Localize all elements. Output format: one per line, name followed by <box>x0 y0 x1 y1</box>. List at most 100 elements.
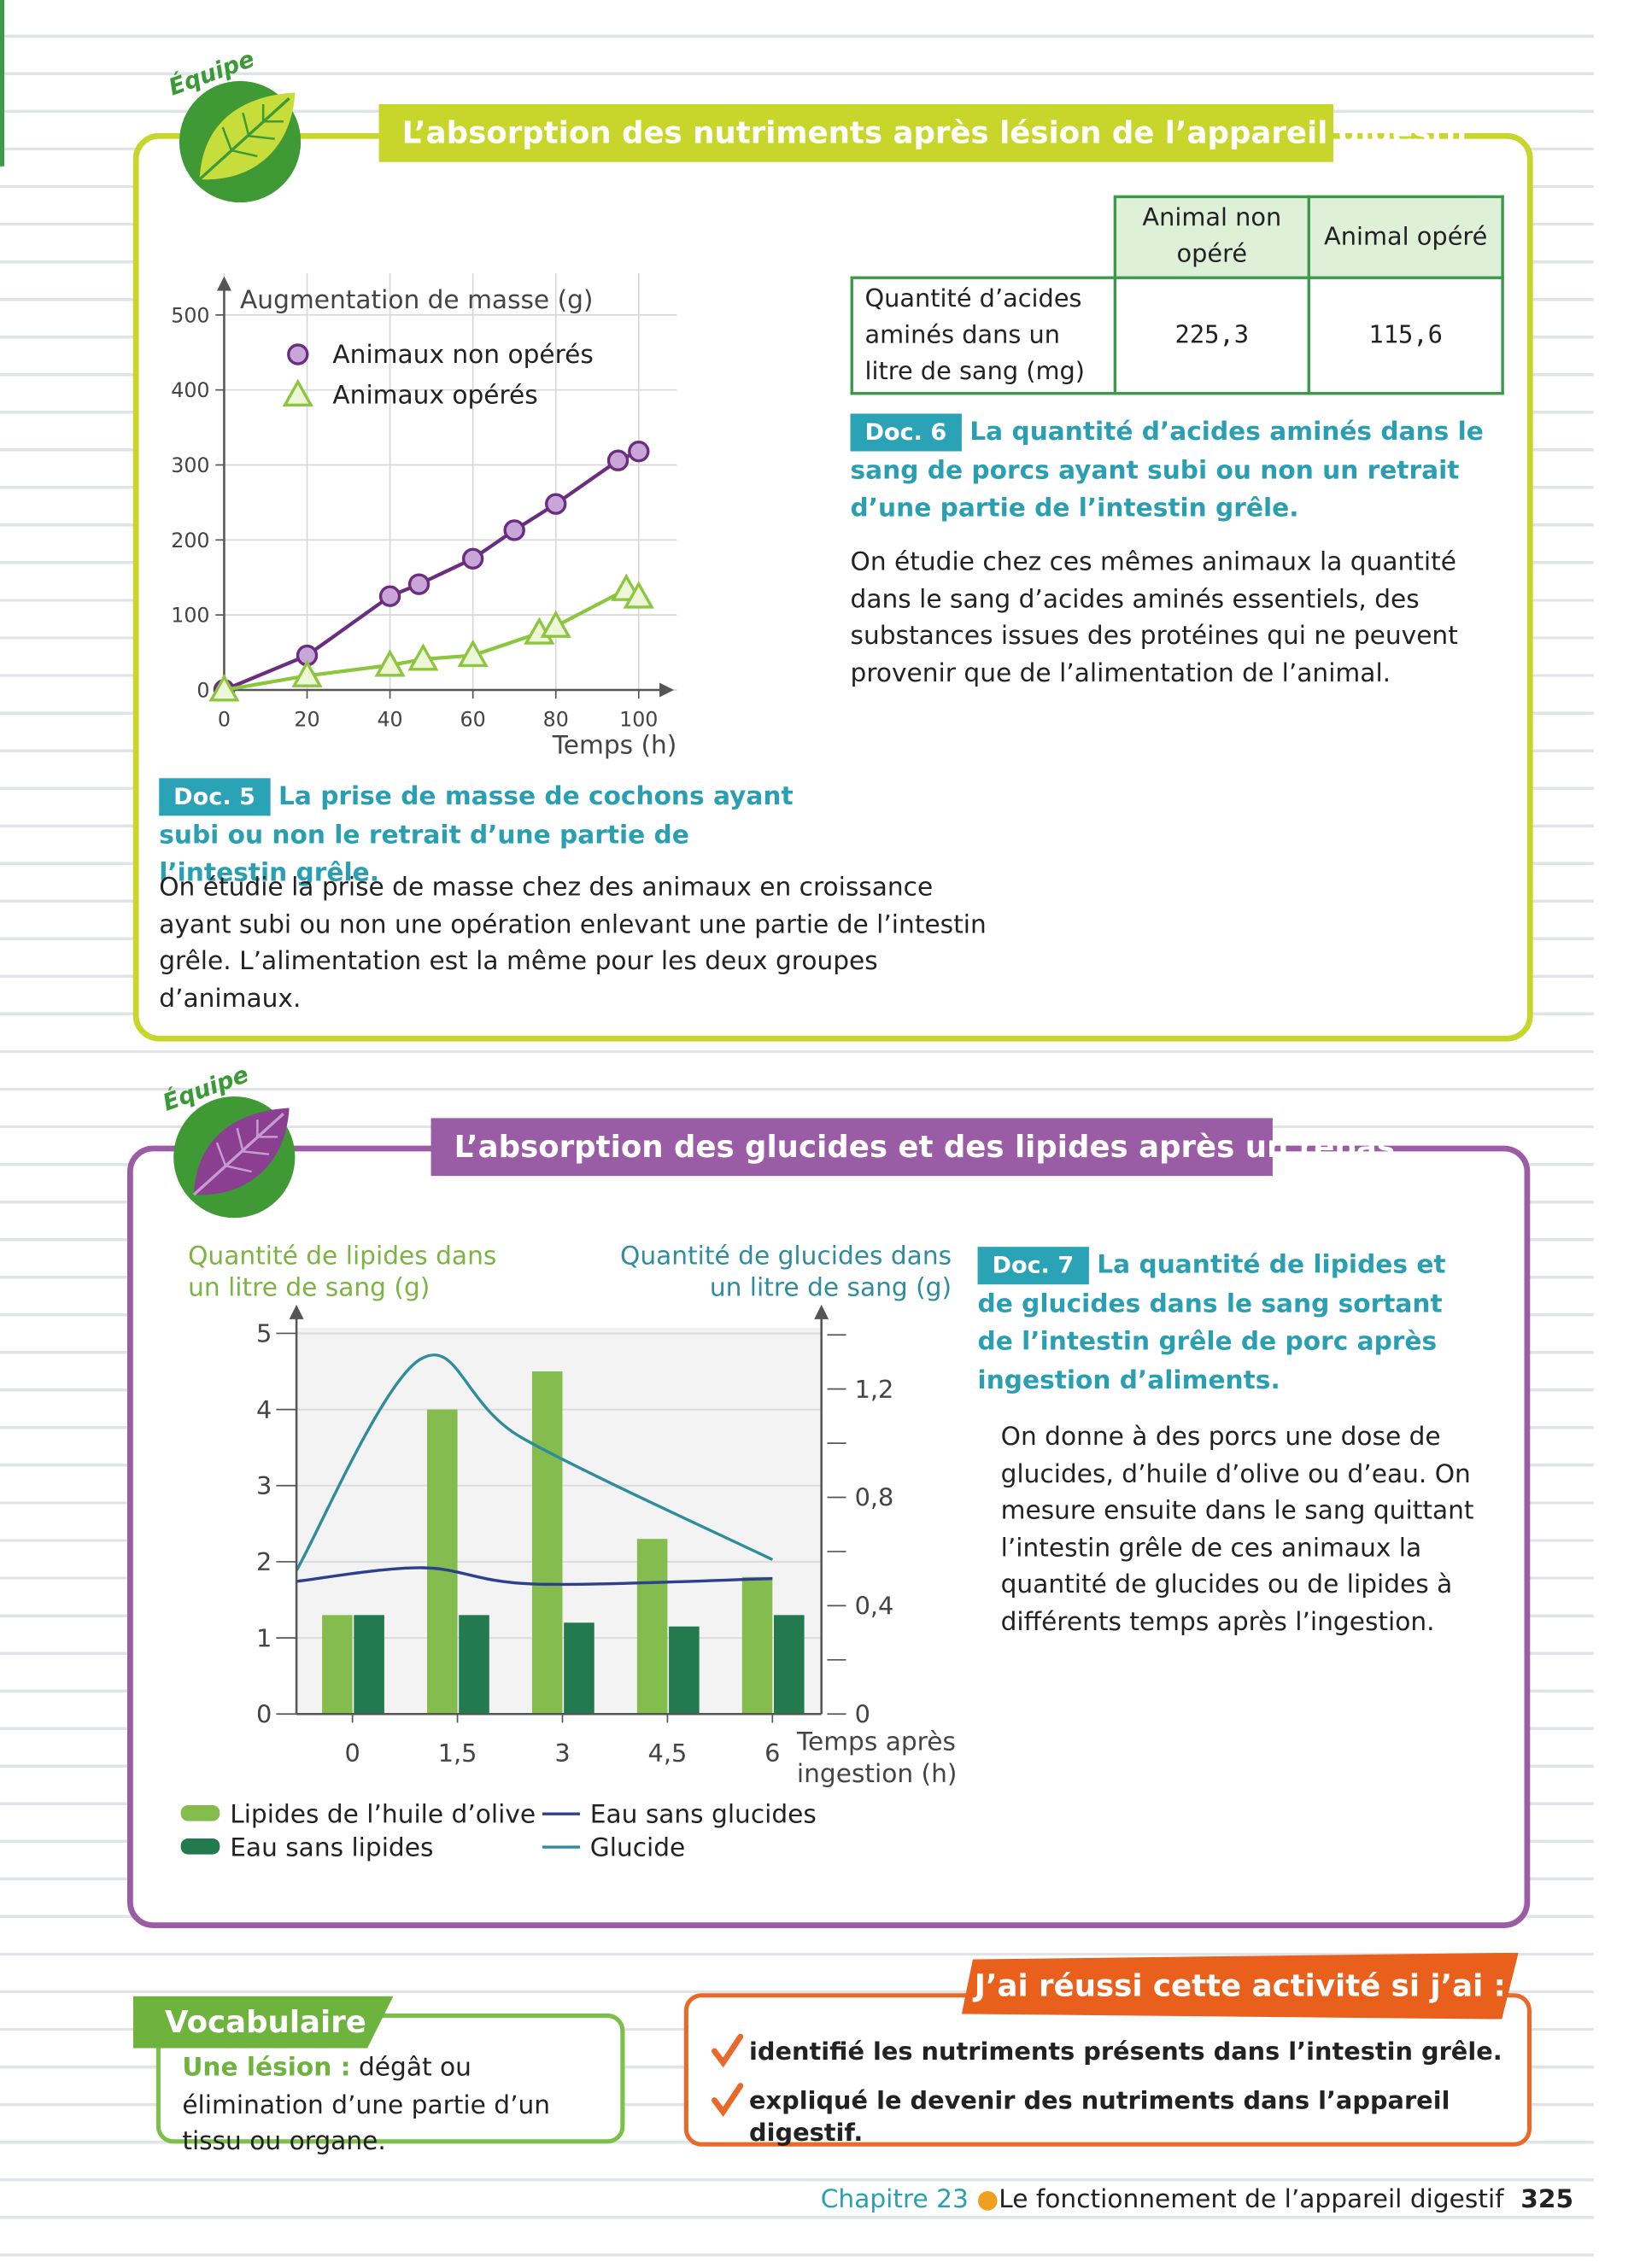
x-tick-label: 20 <box>294 707 319 731</box>
bar <box>354 1615 384 1715</box>
x-axis-title: Temps (h) <box>552 730 677 760</box>
axis-arrow <box>216 276 231 291</box>
x-tick-label: 100 <box>619 707 658 731</box>
y-tick-label: 500 <box>171 303 209 327</box>
y-tick-label: 100 <box>171 604 209 628</box>
y-tick-label: 5 <box>256 1319 272 1348</box>
bar <box>427 1409 458 1715</box>
x-tick-label: 3 <box>554 1739 570 1768</box>
footer-chapter: Chapitre 23 <box>820 2185 969 2215</box>
series-line <box>295 1353 774 1572</box>
bar <box>636 1539 668 1715</box>
legend-label: Eau sans glucides <box>590 1798 817 1828</box>
axis-arrow <box>659 682 674 698</box>
x-tick-label: 80 <box>543 707 569 731</box>
bar <box>322 1615 353 1715</box>
marker <box>282 378 313 406</box>
axis-arrow <box>289 1304 304 1319</box>
marker <box>291 659 323 687</box>
y-tick-label: 400 <box>171 378 209 402</box>
doc-caption-block: Doc. 6 La quantité d’acides aminés dans l… <box>850 413 1508 529</box>
x-tick-label: 60 <box>460 707 486 731</box>
checklist-item: identifié les nutriments présents dans l… <box>749 2037 1502 2067</box>
x-tick-label: 6 <box>764 1739 780 1768</box>
legend-swatch <box>180 1804 220 1821</box>
team-icon <box>173 1096 296 1219</box>
x-tick-label: 0 <box>344 1739 360 1768</box>
margin-bar <box>0 0 5 167</box>
marker <box>378 585 401 607</box>
y2-tick-label: 0,4 <box>855 1592 894 1621</box>
y-tick-label: 200 <box>171 529 209 552</box>
checklist-title: J’ai réussi cette activité si j’ai : <box>961 1952 1519 2020</box>
x-tick-label: 0 <box>218 707 231 731</box>
bar <box>531 1371 563 1715</box>
legend-label: Glucide <box>590 1832 685 1862</box>
row-label: Quantité d’acides aminés dans un litre d… <box>850 276 1117 395</box>
doc-caption-block: Doc. 7 La quantité de lipides et de gluci… <box>977 1247 1462 1400</box>
doc-tag: Doc. 7 <box>977 1247 1089 1285</box>
y-tick-label: 2 <box>256 1547 272 1576</box>
section-title: L’absorption des nutriments après lésion… <box>378 103 1469 162</box>
footer: Chapitre 23 ●Le fonctionnement de l’appa… <box>781 2183 1573 2218</box>
vocabulary-title: Vocabulaire <box>132 1996 394 2049</box>
column-header: Animal non opéré <box>1113 195 1310 279</box>
y-tick-label: 0 <box>196 678 209 702</box>
y-tick-label: 1 <box>256 1623 272 1652</box>
y2-tick-label: 1,2 <box>855 1375 894 1404</box>
marker <box>503 519 525 541</box>
doc-text: On étudie chez ces mêmes animaux la quan… <box>850 547 1458 688</box>
table-cell: 115,6 <box>1307 276 1504 395</box>
marker <box>623 581 654 609</box>
marker <box>407 643 439 671</box>
legend-label: Lipides de l’huile d’olive <box>230 1798 536 1828</box>
doc-tag: Doc. 5 <box>159 778 270 816</box>
x-tick-label: 4,5 <box>648 1739 688 1768</box>
checklist-box <box>683 1993 1532 2147</box>
table-corner <box>852 196 1117 279</box>
x-tick-label: 40 <box>377 707 402 731</box>
section-title: L’absorption des glucides et des lipides… <box>430 1118 1395 1177</box>
bar <box>459 1615 489 1715</box>
marker <box>457 639 489 668</box>
table-cell: 225,3 <box>1113 276 1310 395</box>
team-icon <box>179 80 302 203</box>
y2-tick-label: 0,8 <box>855 1483 894 1512</box>
marker <box>208 674 240 702</box>
y-tick-label: 300 <box>171 453 209 477</box>
checklist-item: expliqué le devenir des nutriments dans … <box>749 2087 1450 2148</box>
bar <box>774 1615 805 1715</box>
doc-caption: La quantité de lipides et de glucides da… <box>977 1251 1446 1395</box>
axis-arrow <box>814 1304 829 1319</box>
marker <box>407 573 430 595</box>
marker <box>628 440 650 463</box>
bar <box>564 1622 594 1715</box>
legend-label: Eau sans lipides <box>230 1832 433 1862</box>
marker <box>545 493 567 515</box>
doc-text: On étudie la prise de masse chez des ani… <box>159 874 987 1014</box>
vocabulary-term: Une lésion : <box>182 2054 351 2084</box>
y-tick-label: 4 <box>256 1395 272 1424</box>
x-tick-label: 1,5 <box>438 1739 477 1768</box>
footer-dot: ● <box>976 2185 999 2215</box>
vocabulary-entry: Une lésion : dégât ou élimination d’une … <box>182 2051 616 2162</box>
doc-tag: Doc. 6 <box>850 413 962 452</box>
vocabulary-definition: dégât ou élimination d’une partie d’un t… <box>182 2054 551 2157</box>
data-table: Animal non opéré Animal opéré Quantité d… <box>850 195 1504 395</box>
check-icons <box>712 2033 744 2117</box>
y-axis-title: Quantité de lipides dans un litre de san… <box>188 1242 497 1304</box>
column-header: Animal opéré <box>1307 195 1504 279</box>
doc-caption: La prise de masse de cochons ayant subi … <box>159 782 794 889</box>
legend-swatch <box>180 1838 220 1855</box>
doc-caption-block: Doc. 5 La prise de masse de cochons ayant… <box>159 778 824 893</box>
y2-axis-title: Quantité de glucides dans un litre de sa… <box>620 1242 952 1304</box>
marker <box>606 449 630 471</box>
legend-label: Animaux non opérés <box>332 339 593 369</box>
legend-label: Animaux opérés <box>332 380 537 410</box>
y-axis-title: Augmentation de masse (g) <box>240 284 593 314</box>
doc-caption: La quantité d’acides aminés dans le sang… <box>850 418 1484 524</box>
marker <box>461 547 484 570</box>
bar <box>669 1626 700 1715</box>
